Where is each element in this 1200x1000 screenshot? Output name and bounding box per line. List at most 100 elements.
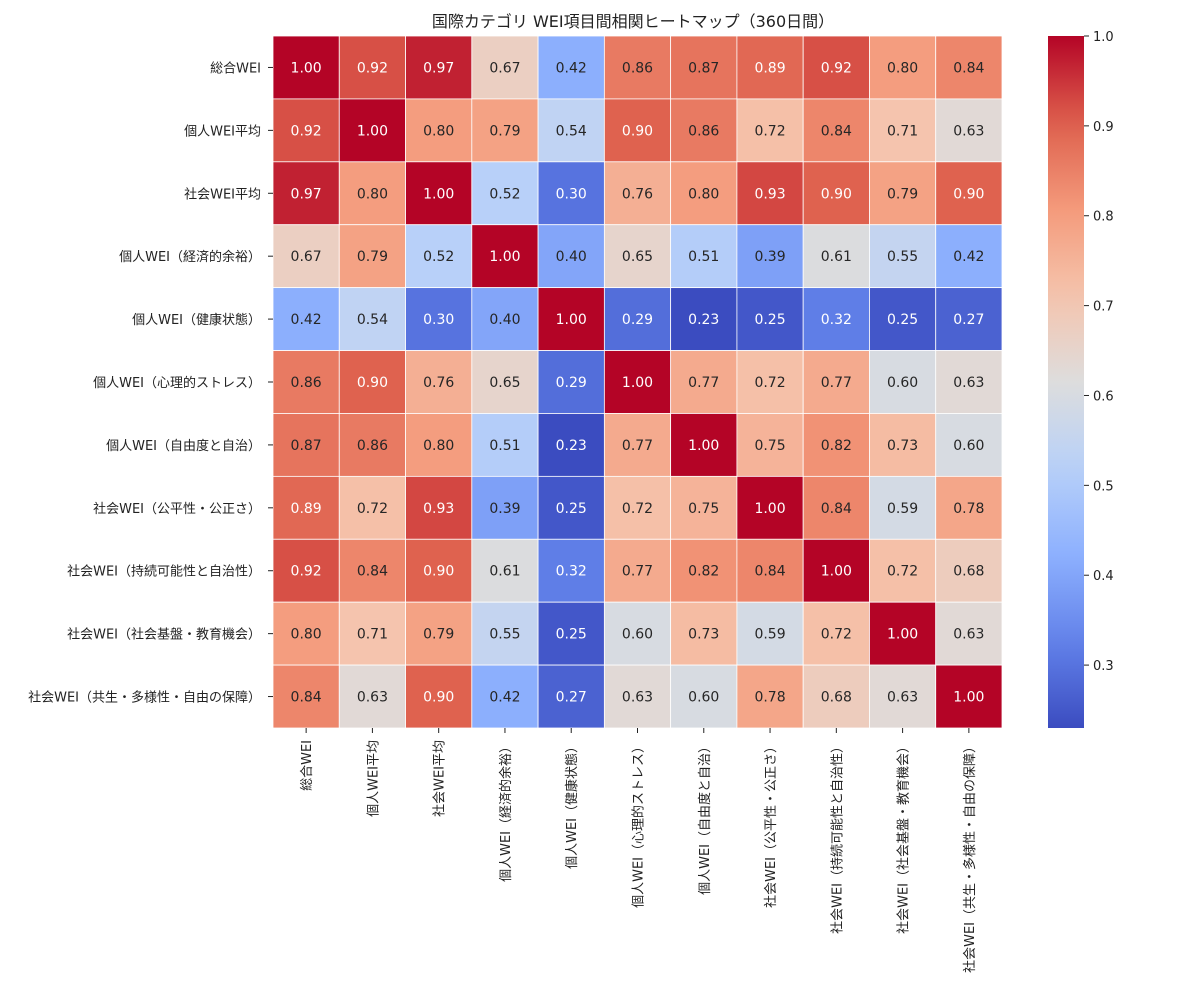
x-tick-label: 個人WEI平均	[366, 740, 381, 817]
cell-value-label: 0.78	[754, 690, 785, 706]
cell-value-label: 0.51	[688, 249, 719, 265]
cell-value-label: 0.73	[688, 627, 719, 643]
heatmap-cell	[869, 413, 937, 477]
cell-value-label: 0.84	[291, 690, 322, 706]
heatmap-cell	[670, 224, 738, 289]
heatmap-cell	[670, 287, 738, 351]
heatmap-cell	[802, 350, 870, 414]
heatmap-cell	[471, 475, 539, 540]
cell-value-label: 1.00	[887, 627, 918, 643]
cell-value-label: 0.39	[754, 249, 785, 265]
heatmap-cell	[405, 413, 473, 477]
cell-value-label: 0.59	[887, 501, 918, 517]
heatmap-cell	[802, 224, 870, 289]
cell-value-label: 0.72	[754, 123, 785, 139]
heatmap-cell	[272, 413, 340, 477]
cell-value-label: 0.80	[887, 60, 918, 76]
y-tick-label: 個人WEI（健康状態）	[132, 312, 261, 328]
heatmap-cell	[802, 98, 870, 163]
cell-value-label: 0.82	[688, 564, 719, 580]
colorbar: 0.3 0.4 0.5 0.6 0.7 0.8 0.9 1.0	[1048, 30, 1114, 728]
cell-value-label: 0.42	[489, 690, 520, 706]
cell-value-label: 0.52	[489, 186, 520, 202]
heatmap-cell	[537, 601, 605, 666]
cell-value-label: 0.90	[423, 690, 454, 706]
heatmap-cell	[869, 287, 937, 351]
heatmap-cell	[869, 664, 937, 729]
cell-value-label: 1.00	[688, 438, 719, 454]
colorbar-tick-label: 0.9	[1093, 120, 1114, 135]
cell-value-label: 0.80	[357, 186, 388, 202]
cell-value-label: 0.63	[953, 627, 984, 643]
heatmap-cell	[537, 35, 605, 100]
heatmap-cell	[272, 538, 340, 603]
cell-value-label: 0.97	[423, 60, 454, 76]
cell-value-label: 0.60	[887, 375, 918, 391]
x-tick-label: 個人WEI（健康状態）	[564, 740, 580, 869]
chart-title: 国際カテゴリ WEI項目間相関ヒートマップ（360日間）	[432, 12, 834, 31]
cell-value-label: 0.92	[291, 123, 322, 139]
heatmap-cell	[405, 224, 473, 289]
cell-value-label: 0.25	[556, 627, 587, 643]
cell-value-label: 0.76	[423, 375, 454, 391]
cell-value-label: 0.72	[887, 564, 918, 580]
cell-value-label: 0.72	[754, 375, 785, 391]
heatmap-cell	[405, 35, 473, 100]
heatmap-cell	[537, 287, 605, 351]
heatmap-cell	[935, 538, 1003, 603]
cell-value-label: 0.27	[953, 312, 984, 328]
cell-value-label: 0.84	[953, 60, 984, 76]
heatmap-cell	[338, 664, 406, 729]
heatmap-cell	[603, 287, 672, 351]
colorbar-tick-label: 1.0	[1093, 30, 1114, 45]
cell-value-label: 0.80	[291, 627, 322, 643]
cell-value-label: 0.23	[688, 312, 719, 328]
y-tick-label: 社会WEI（公平性・公正さ）	[93, 501, 261, 517]
cell-value-label: 1.00	[754, 501, 785, 517]
heatmap-cell	[935, 98, 1003, 163]
cell-value-label: 1.00	[821, 564, 852, 580]
heatmap-cell	[935, 224, 1003, 289]
cell-value-label: 0.59	[754, 627, 785, 643]
heatmap-cell	[338, 413, 406, 477]
heatmap-cell	[603, 475, 672, 540]
heatmap-cell	[802, 538, 870, 603]
cell-value-label: 0.27	[556, 690, 587, 706]
cell-value-label: 0.29	[622, 312, 653, 328]
cell-value-label: 0.30	[556, 186, 587, 202]
colorbar-tick-label: 0.5	[1093, 479, 1114, 494]
heatmap-cell	[272, 161, 340, 226]
heatmap-cell	[869, 98, 937, 163]
heatmap-cell	[471, 287, 539, 351]
cell-value-label: 0.72	[357, 501, 388, 517]
heatmap-cell	[338, 287, 406, 351]
x-tick-label: 社会WEI平均	[432, 740, 448, 817]
cell-value-label: 1.00	[489, 249, 520, 265]
cell-value-label: 0.92	[357, 60, 388, 76]
heatmap-cell	[603, 413, 672, 477]
heatmap-cell	[471, 601, 539, 666]
x-tick-label: 社会WEI（社会基盤・教育機会）	[896, 740, 912, 934]
cell-value-label: 1.00	[556, 312, 587, 328]
cell-value-label: 0.68	[953, 564, 984, 580]
cell-value-label: 0.90	[953, 186, 984, 202]
heatmap-cell	[603, 601, 672, 666]
cell-value-label: 0.77	[821, 375, 852, 391]
heatmap-cell	[405, 664, 473, 729]
cell-value-label: 0.92	[291, 564, 322, 580]
heatmap-cell	[537, 224, 605, 289]
heatmap-cell	[736, 98, 804, 163]
cell-value-label: 0.87	[291, 438, 322, 454]
cell-value-label: 0.77	[688, 375, 719, 391]
cell-value-label: 0.54	[357, 312, 388, 328]
heatmap-cell	[736, 538, 804, 603]
y-tick-label: 社会WEI（共生・多様性・自由の保障）	[28, 690, 261, 706]
cell-value-label: 0.32	[821, 312, 852, 328]
cell-value-label: 0.30	[423, 312, 454, 328]
y-tick-label: 個人WEI平均	[184, 124, 261, 139]
cell-value-label: 0.86	[622, 60, 653, 76]
cell-value-label: 0.89	[754, 60, 785, 76]
heatmap-cell	[338, 224, 406, 289]
x-tick-label: 社会WEI（持続可能性と自治性）	[829, 740, 845, 934]
